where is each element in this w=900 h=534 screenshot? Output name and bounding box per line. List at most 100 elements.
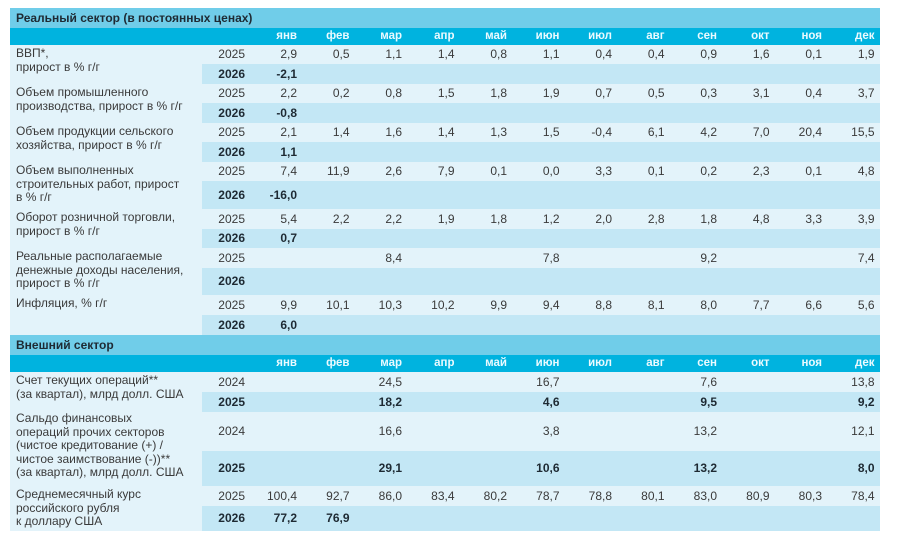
label-line: Счет текущих операций** xyxy=(16,373,159,387)
value-cell: 80,9 xyxy=(746,489,770,503)
table-row: 2024 24,5 16,7 7,6 13,8 xyxy=(10,372,880,392)
year-cell: 2026 xyxy=(218,511,245,525)
value-cell: 0,8 xyxy=(385,86,402,100)
month-header: апр xyxy=(434,357,455,369)
indicator-label: Объем промышленного производства, прирост… xyxy=(16,85,206,113)
value-cell: 1,1 xyxy=(385,47,402,61)
month-header: мар xyxy=(380,357,402,369)
value-cell: 1,3 xyxy=(490,125,507,139)
value-cell: 1,6 xyxy=(385,125,402,139)
label-line: прирост в % г/г xyxy=(16,276,100,290)
value-cell: 0,1 xyxy=(805,47,822,61)
value-cell: 9,9 xyxy=(490,298,507,312)
value-cell: 10,6 xyxy=(536,461,560,475)
value-cell: 76,9 xyxy=(326,511,350,525)
value-cell: 10,2 xyxy=(431,298,455,312)
value-cell: 2,0 xyxy=(595,212,612,226)
year-cell: 2025 xyxy=(218,395,245,409)
value-cell: 1,6 xyxy=(752,47,770,61)
indicator-block: Реальные располагаемые денежные доходы на… xyxy=(10,248,880,295)
table-row: 2025 8,4 7,8 9,2 7,4 xyxy=(10,248,880,268)
value-cell: 8,8 xyxy=(595,298,612,312)
value-cell: 7,4 xyxy=(280,164,297,178)
label-line: прирост в % г/г xyxy=(16,223,100,238)
year-cell: 2026 xyxy=(218,274,245,288)
year-cell: 2025 xyxy=(218,86,245,100)
value-cell: 77,2 xyxy=(273,511,297,525)
value-cell: 7,4 xyxy=(857,251,875,265)
value-cell: -2,1 xyxy=(276,67,297,81)
label-line: операций прочих секторов xyxy=(16,424,165,439)
value-cell: 0,4 xyxy=(805,86,822,100)
value-cell: 0,7 xyxy=(280,231,297,245)
value-cell: 1,8 xyxy=(490,212,507,226)
value-cell: 2,2 xyxy=(280,86,297,100)
value-cell: 10,1 xyxy=(326,298,350,312)
value-cell: 7,7 xyxy=(752,298,770,312)
value-cell: 80,2 xyxy=(483,489,507,503)
value-cell: 83,4 xyxy=(431,489,455,503)
value-cell: 2,8 xyxy=(647,212,665,226)
label-line: Оборот розничной торговли, xyxy=(16,210,176,224)
indicator-label: Сальдо финансовых операций прочих секторо… xyxy=(16,411,206,480)
label-line: ВВП*, xyxy=(16,46,49,60)
label-line: в % г/г xyxy=(16,190,52,204)
value-cell: 1,2 xyxy=(542,212,560,226)
value-cell: 8,1 xyxy=(647,298,665,312)
value-cell: 0,5 xyxy=(647,86,665,100)
value-cell: 78,4 xyxy=(851,489,875,503)
indicator-label: Среднемесячный курс российского рубля к до… xyxy=(16,487,206,529)
label-line: (за квартал), млрд долл. США xyxy=(16,386,184,401)
month-header: мар xyxy=(380,30,402,42)
value-cell: 0,4 xyxy=(647,47,665,61)
value-cell: -0,8 xyxy=(276,106,297,120)
value-cell: 6,1 xyxy=(647,125,665,139)
year-cell: 2025 xyxy=(218,164,245,178)
value-cell: 1,1 xyxy=(280,145,297,159)
label-line: российского рубля xyxy=(16,500,120,515)
value-cell: 2,6 xyxy=(385,164,402,178)
value-cell: 9,2 xyxy=(857,395,875,409)
year-cell: 2025 xyxy=(218,298,245,312)
value-cell: 0,2 xyxy=(700,164,717,178)
value-cell: 4,6 xyxy=(542,395,560,409)
value-cell: 0,9 xyxy=(700,47,717,61)
month-header: фев xyxy=(326,357,350,369)
indicator-block: Сальдо финансовых операций прочих секторо… xyxy=(10,411,880,486)
value-cell: 24,5 xyxy=(378,375,402,389)
label-line: (чистое кредитование (+) / xyxy=(16,438,163,452)
indicator-label: Объем выполненных строительных работ, при… xyxy=(16,163,206,205)
table-row: 2025 2,9 0,5 1,1 1,4 0,8 1,1 0,4 0,4 0,9 1,6 0,1 1,9 xyxy=(10,45,880,64)
value-cell: 6,6 xyxy=(805,298,822,312)
month-header: июн xyxy=(535,30,560,42)
value-cell: 10,3 xyxy=(378,298,402,312)
value-cell: 3,8 xyxy=(542,424,560,438)
year-cell: 2026 xyxy=(218,106,245,120)
table-row: 2026 6,0 xyxy=(202,315,880,335)
value-cell: 4,8 xyxy=(752,212,770,226)
value-cell: 16,6 xyxy=(378,424,402,438)
label-line: Инфляция, % г/г xyxy=(16,296,108,310)
table-row: 2026 -2,1 xyxy=(202,64,880,84)
value-cell: -16,0 xyxy=(269,188,297,202)
value-cell: 9,2 xyxy=(700,251,717,265)
value-cell: 83,0 xyxy=(693,489,717,503)
value-cell: 0,1 xyxy=(805,164,822,178)
value-cell: 80,1 xyxy=(641,489,665,503)
label-line: Объем промышленного xyxy=(16,85,149,99)
indicator-block: Оборот розничной торговли, прирост в % г/… xyxy=(10,209,880,248)
value-cell: 1,8 xyxy=(700,212,717,226)
value-cell: 2,3 xyxy=(752,164,770,178)
year-cell: 2025 xyxy=(218,461,245,475)
value-cell: 78,8 xyxy=(588,489,612,503)
indicator-block: ВВП*, прирост в % г/г 2025 2,9 0,5 1,1 1,4 0,8 1… xyxy=(10,45,880,84)
label-line: производства, прирост в % г/г xyxy=(16,98,183,113)
value-cell: -0,4 xyxy=(591,125,612,139)
section-title: Реальный сектор (в постоянных ценах) xyxy=(10,8,880,28)
table-row: 2026 -16,0 xyxy=(202,181,880,209)
value-cell: 0,3 xyxy=(700,86,717,100)
indicator-block: Объем продукции сельского хозяйства, прир… xyxy=(10,123,880,162)
value-cell: 0,1 xyxy=(490,164,507,178)
value-cell: 0,8 xyxy=(490,47,507,61)
value-cell: 9,4 xyxy=(542,298,560,312)
